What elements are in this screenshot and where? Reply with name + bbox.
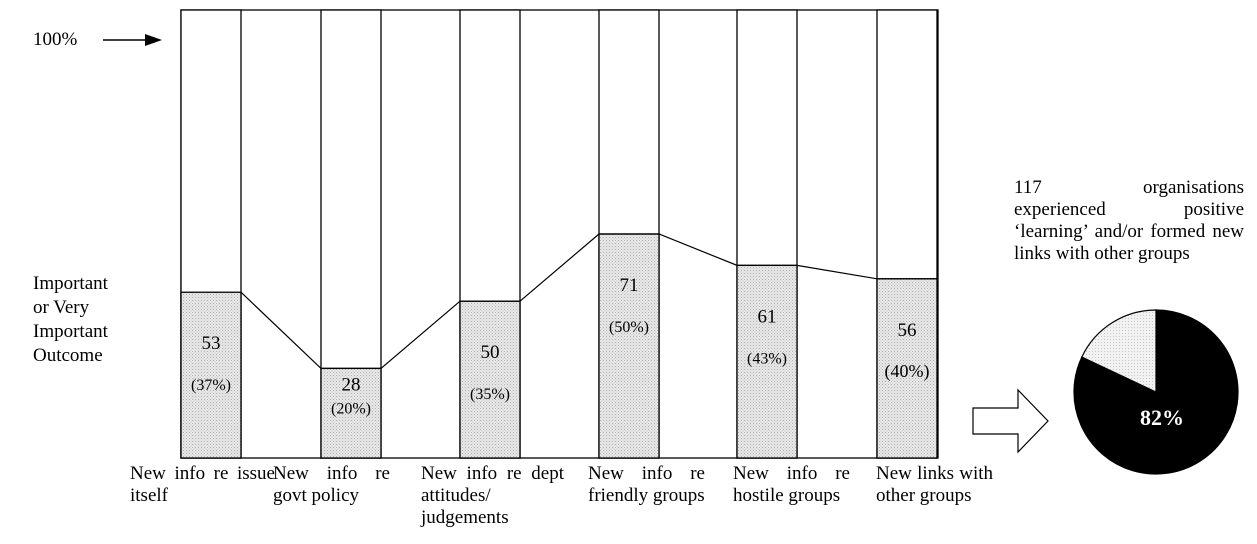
- bar-percent-label: (35%): [470, 386, 510, 403]
- bar-value-label: 71: [620, 275, 639, 296]
- y-axis-label: Important or Very Important Outcome: [33, 272, 108, 368]
- pie-percent-label: 82%: [1140, 405, 1184, 430]
- bar: [180, 291, 242, 459]
- bar: [320, 367, 382, 459]
- chart-frame: [180, 9, 939, 459]
- category-label: New info re friendly groups: [588, 463, 705, 506]
- bar-value-label: 53: [202, 333, 221, 354]
- bar: [459, 300, 521, 459]
- y-axis-label-line: Outcome: [33, 345, 103, 366]
- y-axis-label-line: Important: [33, 273, 108, 294]
- category-label: New info re dept attitudes/ judgements: [421, 463, 564, 528]
- bar-value-label: 28: [342, 374, 361, 395]
- bar: [876, 278, 938, 459]
- category-label: New info re issue itself: [130, 463, 275, 506]
- pie-chart: 82%: [1073, 309, 1239, 475]
- hundred-percent-marker: 100%: [33, 29, 78, 50]
- bar: [736, 264, 798, 459]
- bar-value-label: 50: [481, 342, 500, 363]
- bar-percent-label: (50%): [609, 319, 649, 336]
- bar-percent-label: (43%): [747, 350, 787, 367]
- category-label: New info re govt policy: [273, 463, 390, 506]
- bar-percent-label: (20%): [331, 400, 371, 417]
- bar-percent-label: (40%): [885, 361, 930, 382]
- bar: [598, 233, 660, 459]
- block-arrow-icon: [972, 388, 1049, 454]
- bar-value-label: 56: [898, 320, 917, 341]
- side-note: 117 organisations experienced positive ‘…: [1014, 177, 1244, 264]
- pie-slice: [1081, 309, 1157, 393]
- arrow-right-icon: [103, 34, 162, 46]
- y-axis-label-line: or Very: [33, 297, 90, 318]
- category-label: New links with other groups: [876, 463, 993, 506]
- category-label: New info re hostile groups: [733, 463, 850, 506]
- trend-line: [240, 233, 937, 369]
- y-axis-label-line: Important: [33, 321, 108, 342]
- bar-value-label: 61: [758, 306, 777, 327]
- bar-percent-label: (37%): [191, 377, 231, 394]
